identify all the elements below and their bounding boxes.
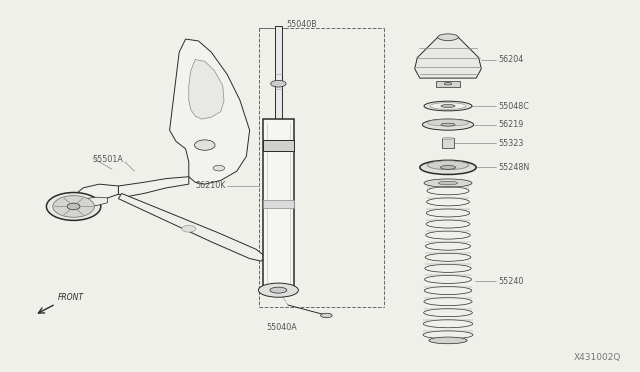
Ellipse shape [438,181,458,185]
Ellipse shape [422,119,474,130]
Ellipse shape [424,179,472,187]
Text: 56204: 56204 [498,55,523,64]
FancyBboxPatch shape [442,138,454,148]
Ellipse shape [270,287,287,293]
Ellipse shape [428,119,468,126]
FancyBboxPatch shape [275,26,282,141]
Text: FRONT: FRONT [58,294,84,302]
Ellipse shape [213,165,225,171]
Ellipse shape [321,313,332,318]
Text: 55048C: 55048C [498,102,529,110]
Text: 56210K: 56210K [195,182,225,190]
FancyBboxPatch shape [263,140,294,151]
Polygon shape [76,197,108,206]
Polygon shape [118,177,189,196]
FancyBboxPatch shape [436,81,460,87]
Ellipse shape [182,225,196,232]
Text: 55040B: 55040B [286,20,317,29]
Ellipse shape [195,140,215,150]
Text: 55323: 55323 [498,139,524,148]
Text: X431002Q: X431002Q [573,353,621,362]
Ellipse shape [424,101,472,111]
Text: 55040A: 55040A [266,323,297,332]
Polygon shape [76,184,118,203]
Ellipse shape [440,166,456,169]
Polygon shape [118,193,266,261]
Text: 55248N: 55248N [498,163,529,172]
Polygon shape [415,37,481,78]
Ellipse shape [438,34,458,41]
Ellipse shape [67,203,80,210]
Polygon shape [189,60,224,119]
Ellipse shape [47,193,101,220]
Ellipse shape [420,160,476,174]
Ellipse shape [429,337,467,344]
FancyBboxPatch shape [263,119,294,290]
Polygon shape [170,39,250,184]
Ellipse shape [441,123,455,126]
Ellipse shape [430,103,466,109]
Text: 55240: 55240 [498,277,524,286]
Text: 55501A: 55501A [93,155,124,164]
Ellipse shape [53,196,95,217]
FancyBboxPatch shape [263,200,294,208]
Text: 56219: 56219 [498,120,524,129]
Ellipse shape [444,83,452,85]
Ellipse shape [442,137,454,140]
Ellipse shape [428,161,468,170]
Ellipse shape [271,80,286,87]
Ellipse shape [259,283,298,297]
Ellipse shape [441,105,455,108]
